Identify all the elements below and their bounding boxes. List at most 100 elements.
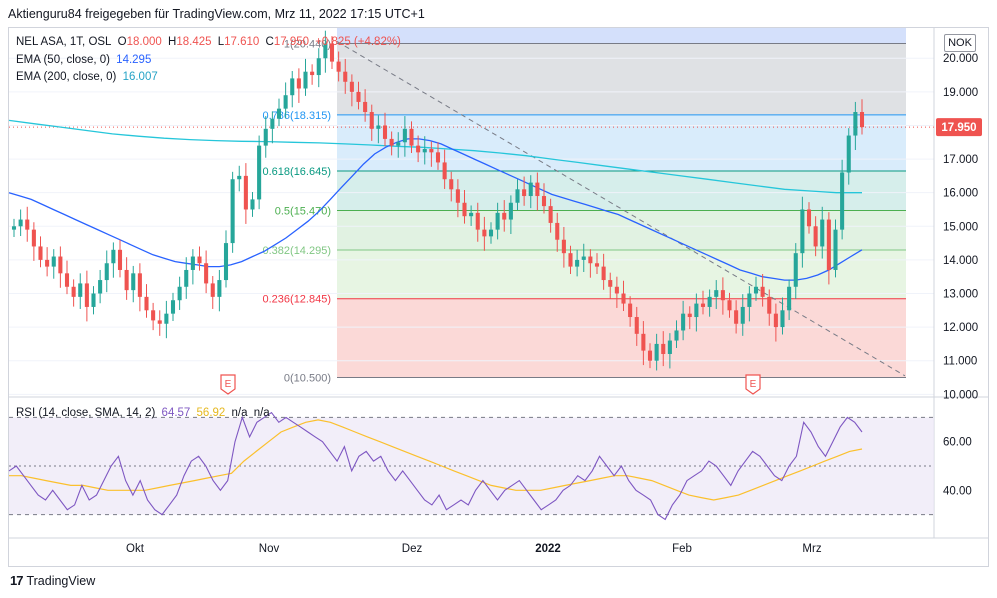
footer-brand: TradingView <box>26 573 96 588</box>
fib-zone <box>337 249 906 299</box>
candle-body <box>151 310 156 321</box>
candle-body <box>237 175 242 180</box>
candle-body <box>495 212 500 230</box>
candle-body <box>661 343 666 354</box>
candle-body <box>38 246 43 260</box>
price-tick-label: 12.000 <box>943 322 978 334</box>
candle-body <box>515 189 520 203</box>
candle-body <box>621 293 626 304</box>
candle-body <box>270 118 275 129</box>
candle-body <box>243 175 248 210</box>
candle-body <box>316 58 321 76</box>
candle-body <box>773 313 778 328</box>
candle-body <box>588 256 593 264</box>
candle-body <box>144 296 149 311</box>
fib-level-label: 0.618(16.645) <box>263 166 332 178</box>
candle-body <box>846 135 851 173</box>
candle-body <box>429 148 434 153</box>
candle-body <box>184 269 189 287</box>
legend-close-label: C <box>265 36 274 48</box>
candle-body <box>303 71 308 89</box>
candle-body <box>793 253 798 287</box>
candle-body <box>409 128 414 146</box>
fib-zone-top <box>337 28 906 44</box>
footer: 17 TradingView <box>10 573 95 588</box>
candle-body <box>422 148 427 153</box>
candle-body <box>217 280 222 297</box>
candle-body <box>687 313 692 318</box>
candle-body <box>356 91 361 102</box>
candle-body <box>760 286 765 297</box>
ema50-label: EMA (50, close, 0) <box>16 54 110 66</box>
price-tick-label: 10.000 <box>943 389 978 401</box>
candle-body <box>528 182 533 197</box>
candle-body <box>190 256 195 270</box>
candle-body <box>124 269 129 291</box>
candle-body <box>714 290 719 297</box>
candle-body <box>104 263 109 281</box>
candle-body <box>157 320 162 324</box>
earnings-marker: E <box>220 374 236 395</box>
candle-body <box>614 286 619 294</box>
candle-body <box>575 259 580 267</box>
fib-level-label: 0.382(14.295) <box>263 245 332 257</box>
ema200-line <box>8 119 862 194</box>
candle-body <box>700 303 706 307</box>
candle-body <box>396 142 401 146</box>
legend-low: 17.610 <box>224 36 260 48</box>
fib-zone <box>337 210 906 250</box>
candle-body <box>561 239 566 254</box>
ema50-line <box>8 138 863 281</box>
chart-frame[interactable] <box>8 27 989 567</box>
candle-body <box>594 263 600 267</box>
candle-body <box>488 229 494 237</box>
candle-body <box>727 300 732 311</box>
candle-body <box>25 219 30 230</box>
candle-body <box>541 196 547 207</box>
time-tick-label: Feb <box>672 543 692 555</box>
candle-body <box>336 61 341 72</box>
candle-body <box>833 229 838 270</box>
candle-body <box>58 256 63 274</box>
candle-body <box>363 101 368 113</box>
fib-zone <box>337 114 906 171</box>
candle-body <box>290 78 295 96</box>
price-tick-label: 11.000 <box>943 356 977 368</box>
candle-body <box>177 286 182 301</box>
candle-body <box>707 296 712 307</box>
candle-body <box>720 290 725 301</box>
time-tick-label: Okt <box>126 543 145 555</box>
last-price-badge <box>936 118 982 137</box>
legend-high: 18.425 <box>176 36 212 48</box>
rsi-sma-line <box>9 419 863 501</box>
legend-ohlc: NEL ASA, 1T, OSL O18.000 H18.425 L17.610… <box>16 36 404 48</box>
fib-zone <box>337 43 906 115</box>
candle-body <box>64 273 70 287</box>
candle-body <box>230 179 235 244</box>
candle-body <box>402 128 407 143</box>
last-price-badge-label: 17.950 <box>941 122 976 134</box>
currency-badge[interactable]: NOK <box>944 34 976 52</box>
ema50-value: 14.295 <box>116 54 152 66</box>
fib-level-label: 0.236(12.845) <box>263 294 332 306</box>
rsi-na-2: n/a <box>253 407 270 419</box>
candle-body <box>376 125 381 129</box>
time-tick-label: Mrz <box>802 543 821 555</box>
candle-body <box>257 145 262 200</box>
candle-body <box>740 306 745 324</box>
candle-body <box>283 95 288 109</box>
tradingview-logo-icon: 17 <box>10 573 24 588</box>
candle-body <box>747 293 752 307</box>
rsi-tick-label: 40.00 <box>943 485 972 497</box>
candle-body <box>78 283 83 297</box>
candle-body <box>111 249 116 264</box>
price-tick-label: 14.000 <box>943 255 978 267</box>
legend-high-label: H <box>168 36 177 48</box>
candle-body <box>250 199 255 210</box>
candle-body <box>634 317 639 334</box>
candle-body <box>535 182 540 197</box>
candle-body <box>164 313 169 324</box>
time-tick-label: Nov <box>259 543 280 555</box>
legend-close: 17.950 <box>273 36 310 48</box>
